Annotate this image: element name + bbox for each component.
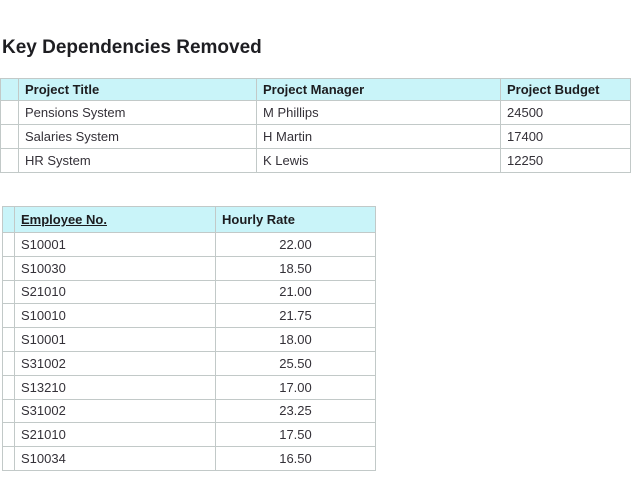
table-row: S10001 22.00 — [2, 232, 376, 257]
table-row: Salaries System H Martin 17400 — [0, 124, 631, 149]
row-selector-cell — [0, 148, 19, 173]
column-header-hourly-rate: Hourly Rate — [215, 206, 376, 233]
employee-no-sort-link[interactable]: Employee No. — [21, 212, 107, 227]
table-header-row: Employee No. Hourly Rate — [2, 206, 376, 233]
table-cell: S10034 — [14, 446, 216, 471]
table-row: S10030 18.50 — [2, 255, 376, 281]
row-selector-header-cell — [2, 206, 15, 233]
row-selector-cell — [0, 100, 19, 125]
row-selector-cell — [2, 398, 15, 424]
table-row: Pensions System M Phillips 24500 — [0, 100, 631, 125]
table-cell: HR System — [18, 148, 257, 173]
row-selector-cell — [2, 327, 15, 352]
table-cell: 12250 — [500, 148, 631, 173]
table-cell: Salaries System — [18, 124, 257, 149]
table-cell: S31002 — [14, 398, 216, 424]
row-selector-cell — [0, 124, 19, 149]
table-row: S21010 17.50 — [2, 422, 376, 448]
table-cell: S10010 — [14, 303, 216, 329]
page-title: Key Dependencies Removed — [2, 37, 262, 58]
row-selector-cell — [2, 350, 15, 376]
table-row: S10001 18.00 — [2, 327, 376, 352]
table-cell: 21.00 — [215, 279, 376, 305]
row-selector-cell — [2, 374, 15, 400]
column-header-employee-no[interactable]: Employee No. — [14, 206, 216, 233]
table-cell: 18.50 — [215, 255, 376, 281]
table-cell: 17.50 — [215, 422, 376, 448]
table-cell: S10001 — [14, 232, 216, 257]
table-header-row: Project Title Project Manager Project Bu… — [0, 78, 631, 101]
table-row: S10010 21.75 — [2, 303, 376, 329]
column-header-project-title: Project Title — [18, 78, 257, 101]
table-cell: S21010 — [14, 422, 216, 448]
table-cell: 25.50 — [215, 350, 376, 376]
table-cell: H Martin — [256, 124, 501, 149]
row-selector-cell — [2, 422, 15, 448]
table-row: S13210 17.00 — [2, 374, 376, 400]
row-selector-cell — [2, 303, 15, 329]
table-cell: S21010 — [14, 279, 216, 305]
table-cell: K Lewis — [256, 148, 501, 173]
table-cell: S13210 — [14, 374, 216, 400]
table-cell: S31002 — [14, 350, 216, 376]
row-selector-cell — [2, 232, 15, 257]
table-row: S21010 21.00 — [2, 279, 376, 305]
table-cell: 24500 — [500, 100, 631, 125]
column-header-project-manager: Project Manager — [256, 78, 501, 101]
table-row: HR System K Lewis 12250 — [0, 148, 631, 173]
row-selector-header-cell — [0, 78, 19, 101]
row-selector-cell — [2, 279, 15, 305]
column-header-project-budget: Project Budget — [500, 78, 631, 101]
table-cell: S10001 — [14, 327, 216, 352]
table-cell: S10030 — [14, 255, 216, 281]
employees-table: Employee No. Hourly Rate S10001 22.00 S1… — [2, 206, 376, 471]
table-cell: 17400 — [500, 124, 631, 149]
table-row: S10034 16.50 — [2, 446, 376, 471]
table-cell: 16.50 — [215, 446, 376, 471]
table-row: S31002 23.25 — [2, 398, 376, 424]
table-cell: Pensions System — [18, 100, 257, 125]
table-cell: 21.75 — [215, 303, 376, 329]
table-cell: 17.00 — [215, 374, 376, 400]
row-selector-cell — [2, 255, 15, 281]
table-cell: 18.00 — [215, 327, 376, 352]
table-cell: 22.00 — [215, 232, 376, 257]
table-cell: 23.25 — [215, 398, 376, 424]
row-selector-cell — [2, 446, 15, 471]
table-row: S31002 25.50 — [2, 350, 376, 376]
table-cell: M Phillips — [256, 100, 501, 125]
projects-table: Project Title Project Manager Project Bu… — [0, 78, 631, 173]
